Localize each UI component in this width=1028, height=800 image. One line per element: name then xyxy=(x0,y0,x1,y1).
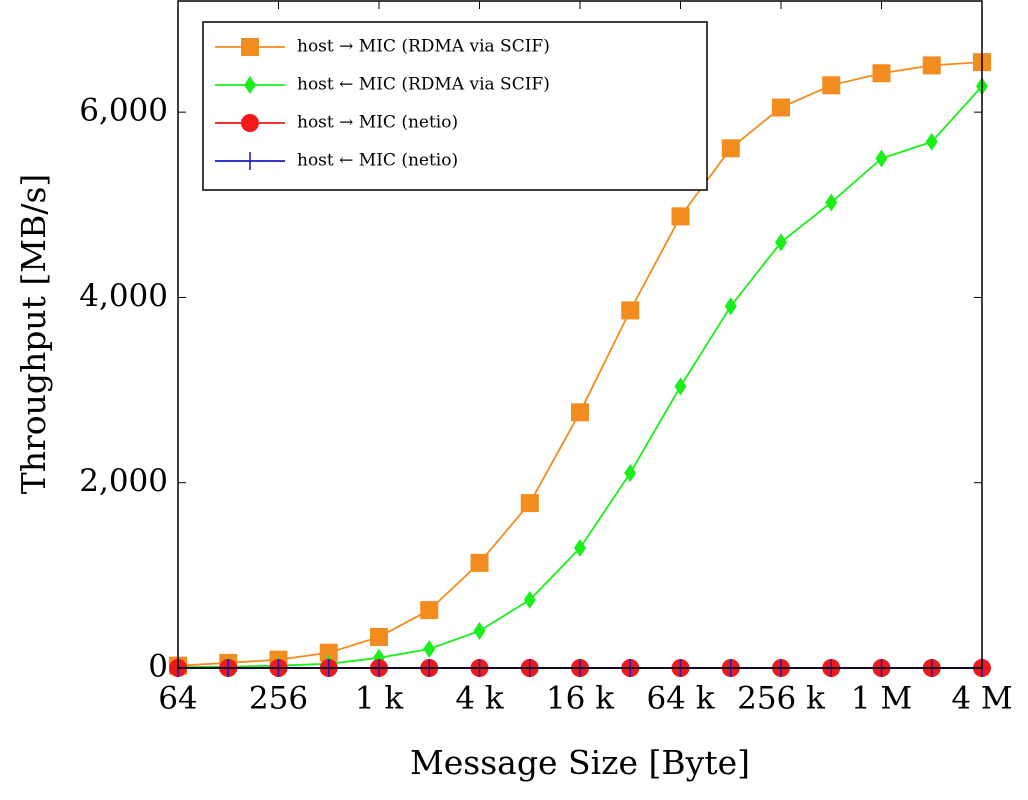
marker xyxy=(520,494,539,513)
x-tick-label: 4 k xyxy=(455,681,504,717)
x-tick-label: 4 M xyxy=(951,681,1012,717)
marker xyxy=(724,297,737,316)
marker xyxy=(370,627,388,646)
y-axis-label: Throughput [MB/s] xyxy=(14,174,53,495)
legend-marker xyxy=(241,114,259,132)
legend-box xyxy=(202,21,708,191)
y-tick-label: 4,000 xyxy=(79,278,168,314)
x-tick-label: 64 xyxy=(158,681,197,717)
marker xyxy=(319,643,338,662)
marker xyxy=(772,98,790,117)
legend-label: host → MIC (netio) xyxy=(297,113,458,133)
marker xyxy=(523,590,536,609)
x-axis-label: Message Size [Byte] xyxy=(410,743,750,782)
marker xyxy=(875,149,888,168)
marker xyxy=(621,301,640,320)
marker xyxy=(574,539,586,558)
legend-label: host ← MIC (netio) xyxy=(297,151,458,171)
marker xyxy=(473,621,486,640)
x-tick-label: 256 xyxy=(249,681,308,717)
plot-frame xyxy=(177,0,983,669)
y-tick-label: 2,000 xyxy=(79,463,168,499)
legend-marker xyxy=(241,38,259,56)
marker xyxy=(922,56,941,75)
x-tick-label: 64 k xyxy=(646,681,714,717)
x-tick-label: 1 M xyxy=(851,681,912,717)
marker xyxy=(775,233,787,252)
x-tick-label: 256 k xyxy=(737,681,825,717)
legend-label: host ← MIC (RDMA via SCIF) xyxy=(297,75,550,95)
y-tick-label: 6,000 xyxy=(79,93,168,129)
legend-label: host → MIC (RDMA via SCIF) xyxy=(297,37,550,57)
marker xyxy=(423,640,436,659)
marker xyxy=(571,403,589,422)
marker xyxy=(674,377,687,396)
x-tick-label: 16 k xyxy=(546,681,614,717)
x-tick-label: 1 k xyxy=(355,681,404,717)
legend-marker xyxy=(244,76,256,94)
y-tick-label: 0 xyxy=(148,649,168,685)
marker xyxy=(925,132,938,151)
marker xyxy=(470,553,489,572)
legend: host → MIC (RDMA via SCIF) host ← MIC (RD… xyxy=(202,21,708,191)
marker xyxy=(822,76,841,95)
marker xyxy=(420,601,439,620)
marker xyxy=(721,139,740,158)
marker xyxy=(624,463,637,482)
marker xyxy=(872,64,891,83)
marker xyxy=(671,207,690,226)
marker xyxy=(825,193,838,212)
